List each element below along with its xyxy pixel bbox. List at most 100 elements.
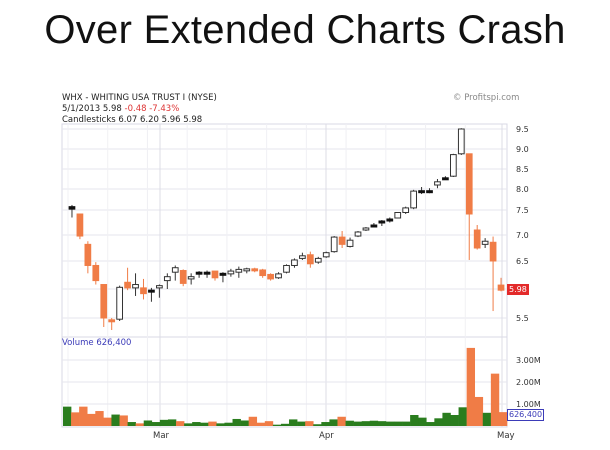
volume-bar	[345, 420, 354, 426]
price-panel	[61, 123, 508, 338]
candle-body	[489, 241, 497, 262]
price-tick-label: 5.5	[516, 314, 529, 323]
x-tick-may: May	[497, 431, 515, 441]
volume-bar	[426, 422, 435, 426]
volume-bar	[71, 412, 80, 426]
slide-title: Over Extended Charts Crash	[44, 8, 566, 52]
candle-body	[259, 269, 267, 277]
candle-body	[124, 281, 131, 289]
volume-bar	[256, 422, 266, 426]
volume-bar	[498, 412, 508, 426]
volume-bar	[176, 421, 185, 426]
volume-bar	[63, 406, 72, 426]
volume-bar	[305, 421, 314, 426]
volume-bar	[192, 422, 201, 426]
price-change: -0.48 -7.43%	[124, 104, 180, 114]
volume-bar	[321, 422, 330, 426]
ohlc-line: Candlesticks 6.07 6.20 5.96 5.98	[62, 115, 203, 125]
candle-body	[497, 284, 505, 291]
candle-body	[235, 268, 243, 273]
candle-body	[306, 254, 314, 265]
volume-bar	[143, 420, 153, 426]
candle-body	[362, 227, 370, 231]
price-tick-label: 6.5	[516, 257, 529, 266]
candle-body	[346, 239, 354, 247]
volume-bar	[474, 396, 484, 426]
price-tick-label: 8.5	[516, 165, 529, 174]
symbol-line: WHX - WHITING USA TRUST I (NYSE)	[62, 93, 217, 103]
volume-bar	[135, 423, 145, 426]
candle-body	[354, 231, 362, 237]
volume-bar	[280, 423, 290, 426]
volume-bar	[119, 415, 128, 426]
candle-body	[68, 206, 76, 210]
volume-bar	[111, 414, 120, 426]
candle-body	[322, 252, 330, 258]
candle-body	[84, 243, 92, 266]
candle-body	[338, 236, 346, 245]
volume-bar	[410, 415, 419, 426]
candle-body	[434, 181, 441, 186]
volume-bar	[458, 407, 467, 426]
candle-body	[394, 212, 402, 219]
chart-canvas: 9.5 9.0 8.5 8.0 7.5 7.0 6.5 5.5 3.00M 2.00M 1.00M	[61, 123, 541, 428]
date-price: 5/1/2013 5.98	[62, 104, 122, 114]
price-change-line: 5/1/2013 5.98 -0.48 -7.43%	[62, 104, 179, 114]
candle-body	[370, 224, 378, 228]
candle-body	[449, 154, 457, 177]
volume-bar	[466, 347, 476, 426]
candle-body	[203, 271, 211, 275]
volume-bar	[297, 421, 306, 426]
volume-bar	[337, 416, 346, 426]
volume-tick-label: 3.00M	[516, 356, 541, 365]
volume-bar	[79, 406, 88, 426]
candle-body	[410, 190, 417, 209]
candle-body	[330, 236, 338, 253]
volume-bar	[200, 422, 209, 426]
candle-body	[140, 287, 147, 295]
candle-body	[108, 319, 116, 323]
volume-bar	[393, 421, 403, 426]
price-tick-label: 7.5	[516, 206, 529, 215]
volume-bar	[418, 417, 427, 426]
volume-bar	[402, 421, 411, 426]
volume-bar	[369, 420, 379, 426]
volume-bar	[289, 419, 298, 426]
volume-bar	[442, 412, 451, 426]
candle-body	[426, 190, 433, 194]
candle-body	[314, 257, 322, 263]
candle-body	[457, 128, 465, 155]
price-tick-label: 9.0	[516, 145, 529, 154]
candle-body	[299, 255, 306, 259]
stock-chart: 9.5 9.0 8.5 8.0 7.5 7.0 6.5 5.5 3.00M 2.00M 1.00M …	[60, 90, 560, 445]
x-tick-apr: Apr	[319, 431, 334, 441]
price-tick-label: 9.5	[516, 125, 529, 134]
volume-bar	[240, 420, 249, 426]
volume-bar	[87, 413, 96, 426]
volume-bar	[434, 418, 443, 426]
volume-bar	[385, 421, 395, 426]
volume-bar	[377, 421, 387, 426]
candle-body	[156, 285, 163, 289]
volume-bar	[208, 421, 217, 426]
volume-label: Volume 626,400	[62, 338, 132, 348]
candle-body	[116, 286, 124, 320]
volume-bar	[482, 412, 492, 426]
candle-body	[378, 220, 386, 224]
candle-body	[219, 272, 227, 276]
candle-body	[442, 177, 449, 181]
candle-body	[148, 289, 155, 293]
volume-bar	[127, 422, 136, 426]
candle-body	[92, 264, 100, 282]
volume-tick-label: 2.00M	[516, 378, 541, 387]
candle-body	[195, 271, 203, 275]
candle-body	[227, 270, 235, 275]
volume-bar	[361, 421, 371, 426]
volume-bar	[450, 415, 459, 426]
volume-bar	[490, 373, 500, 426]
volume-bar	[159, 419, 169, 426]
candle-body	[100, 284, 108, 319]
volume-bar	[103, 417, 112, 426]
price-tick-label: 8.0	[516, 185, 529, 194]
candle-body	[179, 270, 187, 284]
